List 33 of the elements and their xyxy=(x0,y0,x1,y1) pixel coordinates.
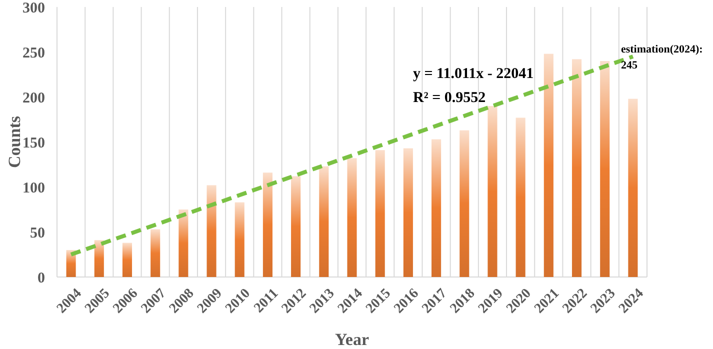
annotation: estimation(2024): 245 xyxy=(620,44,703,72)
bar xyxy=(347,158,357,277)
y-tick-label: 300 xyxy=(22,0,45,16)
bar xyxy=(544,54,554,277)
bar xyxy=(234,202,244,277)
bar xyxy=(572,59,582,277)
bar xyxy=(66,250,76,277)
bar xyxy=(460,130,470,277)
annotation: R² = 0.9552 xyxy=(413,90,486,106)
bar xyxy=(291,176,301,277)
bar xyxy=(403,148,413,277)
bar xyxy=(178,210,188,277)
bar xyxy=(432,139,442,277)
x-axis-title: Year xyxy=(335,330,370,349)
bar xyxy=(150,229,160,277)
y-tick-label: 50 xyxy=(30,225,45,242)
bar xyxy=(600,61,610,277)
bar xyxy=(488,106,498,277)
bar xyxy=(94,240,104,277)
bar xyxy=(628,98,638,277)
y-tick-label: 200 xyxy=(22,90,45,106)
y-tick-label: 150 xyxy=(22,135,45,152)
annotation: y = 11.011x - 22041 xyxy=(413,66,534,82)
bar xyxy=(206,185,216,277)
bar xyxy=(262,172,272,277)
bar xyxy=(375,150,385,277)
y-tick-label: 250 xyxy=(22,45,45,62)
bar xyxy=(319,166,329,277)
bar xyxy=(516,118,526,277)
y-tick-label: 0 xyxy=(38,270,45,286)
y-axis-title: Counts xyxy=(5,116,24,168)
bar xyxy=(122,242,132,277)
y-tick-label: 100 xyxy=(22,180,45,196)
